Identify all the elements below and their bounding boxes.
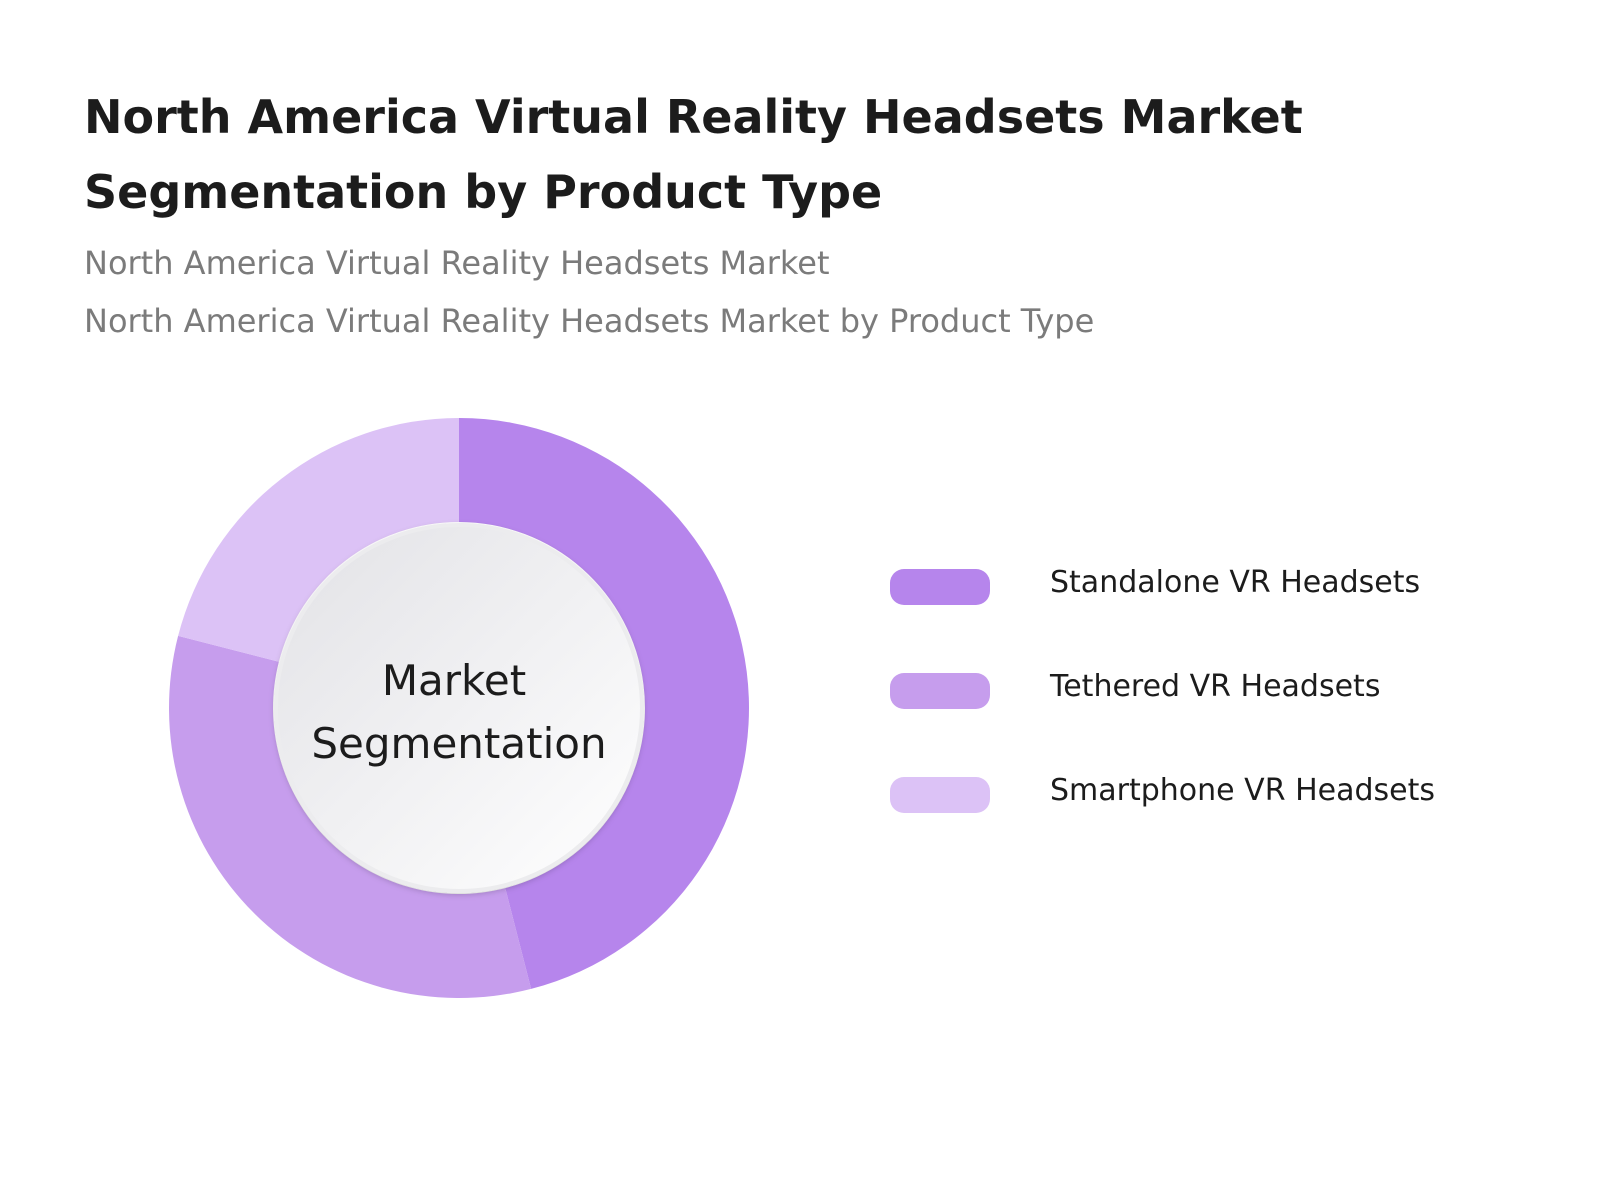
legend-swatch-standalone — [890, 569, 990, 605]
donut-slice-tethered — [169, 635, 532, 998]
donut-hole — [274, 523, 644, 893]
donut-slice-standalone — [459, 418, 749, 989]
chart-subtitle-line-1: North America Virtual Reality Headsets M… — [84, 244, 830, 282]
donut-slice-smartphone — [178, 418, 459, 662]
chart-subtitle-line-2: North America Virtual Reality Headsets M… — [84, 302, 1095, 340]
legend-swatch-tethered — [890, 673, 990, 709]
legend: Standalone VR Headsets Tethered VR Heads… — [890, 555, 1530, 867]
chart-title: North America Virtual Reality Headsets M… — [84, 90, 1303, 219]
legend-label-smartphone: Smartphone VR Headsets — [1050, 773, 1435, 808]
legend-label-standalone: Standalone VR Headsets — [1050, 565, 1421, 600]
legend-item-smartphone: Smartphone VR Headsets — [890, 763, 1530, 867]
donut-center-label-line-2: Segmentation — [311, 719, 606, 768]
legend-label-tethered: Tethered VR Headsets — [1050, 669, 1381, 704]
donut-chart: Market Segmentation — [169, 418, 749, 998]
donut-slices — [169, 418, 749, 998]
legend-item-standalone: Standalone VR Headsets — [890, 555, 1530, 659]
donut-center-label-line-1: Market — [382, 656, 526, 705]
legend-item-tethered: Tethered VR Headsets — [890, 659, 1530, 763]
legend-swatch-smartphone — [890, 777, 990, 813]
